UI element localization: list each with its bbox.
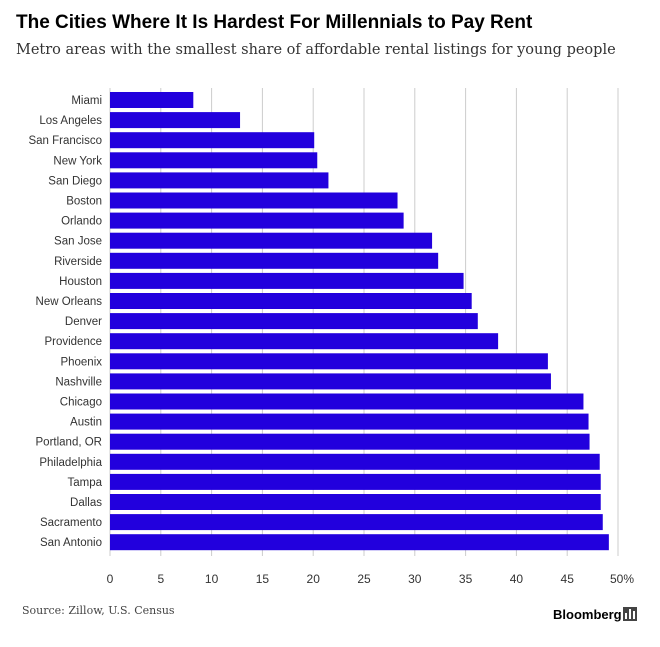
bar bbox=[110, 333, 499, 350]
bar-chart: Miami Los Angeles San Francisco New York San… bbox=[28, 88, 635, 586]
bar bbox=[110, 353, 548, 370]
bloomberg-terminal-icon bbox=[623, 607, 637, 621]
x-tick-label: 0 bbox=[107, 572, 114, 586]
bar bbox=[110, 413, 589, 430]
x-tick-label: 10 bbox=[205, 572, 219, 586]
category-label: Providence bbox=[44, 336, 102, 348]
category-label: Los Angeles bbox=[39, 115, 102, 127]
category-label: Chicago bbox=[60, 397, 102, 409]
bar bbox=[110, 453, 600, 470]
bar bbox=[110, 152, 318, 169]
bar bbox=[110, 192, 398, 209]
bar bbox=[110, 433, 590, 450]
category-label: Dallas bbox=[70, 497, 102, 509]
category-label: Miami bbox=[71, 95, 102, 107]
category-label: Orlando bbox=[61, 216, 102, 228]
bar bbox=[110, 132, 315, 149]
bar bbox=[110, 313, 478, 330]
category-label: Austin bbox=[70, 417, 102, 429]
x-tick-label: 5 bbox=[157, 572, 164, 586]
bar bbox=[110, 514, 603, 531]
x-tick-label: 50% bbox=[610, 572, 634, 586]
source-note: Source: Zillow, U.S. Census bbox=[22, 604, 175, 617]
category-label: Philadelphia bbox=[39, 457, 102, 469]
brand-logo-text: Bloomberg bbox=[553, 607, 622, 622]
category-label: San Antonio bbox=[40, 537, 102, 549]
category-label: Boston bbox=[66, 196, 102, 208]
bar bbox=[110, 272, 464, 289]
chart-title: The Cities Where It Is Hardest For Mille… bbox=[16, 12, 533, 33]
category-labels: Miami Los Angeles San Francisco New York San… bbox=[28, 95, 102, 549]
x-tick-labels: 0 5 10 15 20 25 30 35 40 45 50% bbox=[107, 572, 635, 586]
category-label: New Orleans bbox=[36, 296, 103, 308]
x-tick-label: 45 bbox=[561, 572, 575, 586]
bar bbox=[110, 373, 551, 390]
category-label: Houston bbox=[59, 276, 102, 288]
bar bbox=[110, 293, 472, 309]
category-label: Nashville bbox=[55, 376, 102, 388]
category-label: Denver bbox=[65, 316, 102, 328]
bar bbox=[110, 393, 584, 410]
bar bbox=[110, 252, 439, 269]
x-tick-label: 30 bbox=[408, 572, 422, 586]
bar bbox=[110, 494, 601, 510]
category-label: San Jose bbox=[54, 236, 102, 248]
x-tick-label: 20 bbox=[307, 572, 321, 586]
bar bbox=[110, 473, 601, 490]
x-tick-label: 35 bbox=[459, 572, 473, 586]
bar bbox=[110, 212, 404, 229]
bar bbox=[110, 232, 433, 249]
bar bbox=[110, 534, 609, 551]
chart-subtitle: Metro areas with the smallest share of a… bbox=[16, 42, 616, 58]
category-label: San Francisco bbox=[28, 135, 102, 147]
bars bbox=[110, 92, 609, 551]
x-tick-label: 15 bbox=[256, 572, 270, 586]
x-tick-label: 40 bbox=[510, 572, 524, 586]
category-label: Phoenix bbox=[60, 356, 102, 368]
category-label: Portland, OR bbox=[36, 437, 102, 449]
bar bbox=[110, 112, 241, 129]
category-label: Tampa bbox=[67, 477, 102, 489]
x-tick-label: 25 bbox=[357, 572, 371, 586]
bar bbox=[110, 92, 194, 108]
category-label: New York bbox=[53, 155, 102, 167]
bar bbox=[110, 172, 329, 189]
category-label: Riverside bbox=[54, 256, 102, 268]
category-label: San Diego bbox=[48, 175, 102, 187]
category-label: Sacramento bbox=[40, 517, 102, 529]
